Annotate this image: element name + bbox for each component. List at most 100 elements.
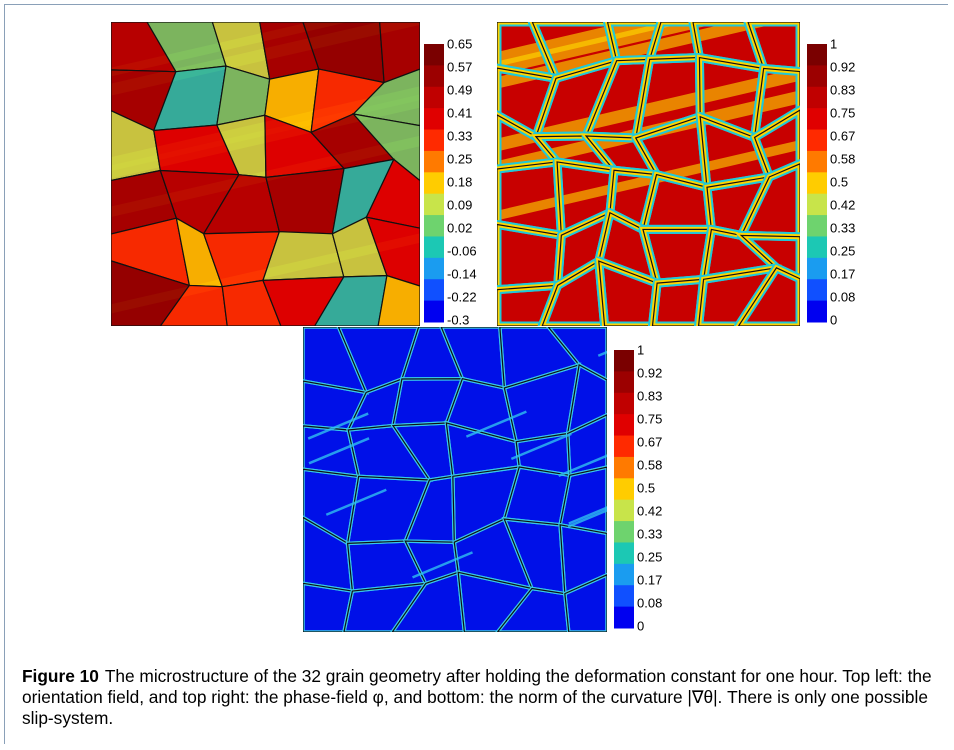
field-image — [303, 327, 607, 632]
curvature-streak — [510, 432, 572, 461]
colorbar-band — [424, 44, 444, 66]
colorbar-tick-label: 0.92 — [637, 365, 662, 380]
grain — [262, 276, 345, 326]
colorbar-tick-label: 1 — [830, 36, 837, 51]
colorbar-tick-label: 0.18 — [447, 174, 472, 189]
field-background — [303, 327, 607, 632]
grain — [313, 274, 388, 326]
colorbar-band — [614, 456, 634, 479]
grain — [740, 163, 800, 238]
colorbar-band — [807, 86, 827, 109]
grain — [221, 279, 282, 326]
colorbar-band — [424, 108, 444, 131]
colorbar-band — [614, 563, 634, 586]
colorbar-tick-label: 0.41 — [447, 105, 472, 120]
colorbar-tick-label: 0.49 — [447, 82, 472, 97]
colorbar-band — [614, 606, 634, 629]
colorbar-tick-label: -0.06 — [447, 243, 477, 258]
colorbar-tick-label: -0.14 — [447, 266, 477, 281]
grain — [566, 363, 607, 435]
grain — [567, 414, 607, 477]
colorbar-tick-label: 0.5 — [637, 480, 655, 495]
colorbar-band — [807, 257, 827, 280]
field-content — [497, 22, 800, 326]
grain — [497, 284, 559, 326]
field-image — [497, 22, 800, 326]
grain — [547, 327, 607, 381]
grain — [564, 574, 607, 632]
colorbar-band — [424, 257, 444, 280]
grain — [365, 158, 420, 229]
colorbar-tick-label: 0.67 — [637, 434, 662, 449]
curvature-streak — [568, 506, 607, 525]
grain — [457, 571, 533, 632]
grain — [747, 22, 800, 73]
colorbar-band — [424, 279, 444, 302]
field-content — [303, 327, 607, 632]
colorbar-tick-label: 0.58 — [830, 151, 855, 166]
curvature-streak — [325, 488, 387, 516]
curvature-streak — [307, 412, 369, 440]
colorbar-band — [807, 44, 827, 66]
colorbar-tick-label: 0.67 — [830, 128, 855, 143]
field-image — [111, 22, 420, 326]
colorbar-tick-label: 0.42 — [830, 197, 855, 212]
colorbar-tick-label: 0.33 — [830, 220, 855, 235]
colorbar-band — [807, 150, 827, 173]
colorbar-band — [424, 150, 444, 173]
colorbar-tick-label: 0.75 — [637, 411, 662, 426]
colorbar-tick-label: 0 — [830, 312, 837, 327]
caption: Figure 10 The microstructure of the 32 gr… — [22, 666, 937, 729]
colorbar-tick-label: 0.25 — [447, 151, 472, 166]
colorbar-band — [807, 236, 827, 259]
colorbar-band — [614, 392, 634, 415]
colorbar-tick-label: 0.92 — [830, 59, 855, 74]
colorbar-tick-label: 0.57 — [447, 59, 472, 74]
grain — [753, 67, 800, 139]
colorbar-tick-label: 0.33 — [637, 526, 662, 541]
figure: 0.65 0.57 0.49 0.41 0.33 0.25 0.18 0.09 0.02 -0.0… — [111, 22, 855, 633]
colorbar-band — [807, 108, 827, 131]
grain — [352, 68, 420, 127]
curvature-streak — [567, 509, 607, 528]
colorbar-tick-label: 0 — [637, 618, 644, 633]
curvature-streak — [308, 437, 370, 465]
colorbar-band — [807, 65, 827, 88]
colorbar-band — [424, 172, 444, 195]
grain — [598, 260, 658, 326]
colorbar-band — [614, 435, 634, 458]
grain — [379, 22, 420, 84]
grain — [559, 466, 607, 535]
grain — [111, 260, 191, 326]
colorbar-tick-label: 0.33 — [447, 128, 472, 143]
colorbar-tick-label: 0.75 — [830, 105, 855, 120]
grain — [737, 267, 800, 326]
colorbar-tick-label: 0.58 — [637, 457, 662, 472]
colorbar-tick-label: 0.83 — [637, 388, 662, 403]
grain — [697, 266, 778, 326]
grain — [559, 524, 607, 595]
colorbar-band — [614, 414, 634, 437]
colorbar-band — [807, 193, 827, 216]
colorbar-band — [424, 193, 444, 216]
colorbar-tick-label: 0.17 — [637, 572, 662, 587]
colorbar-band — [424, 129, 444, 152]
grain — [265, 167, 345, 235]
grain — [496, 587, 570, 632]
colorbar-band — [424, 215, 444, 237]
grain — [159, 284, 228, 326]
colorbar-band — [807, 279, 827, 302]
grain — [303, 582, 354, 632]
colorbar-tick-label: 0.17 — [830, 266, 855, 281]
figure-frame — [4, 4, 948, 744]
colorbar-tick-label: 0.08 — [637, 595, 662, 610]
caption-text: The microstructure of the 32 grain geome… — [22, 666, 932, 728]
colorbar-band — [424, 300, 444, 323]
colorbar-band — [807, 300, 827, 323]
grain — [739, 234, 800, 280]
colorbar-band — [807, 129, 827, 152]
colorbar-band — [614, 350, 634, 372]
grain — [343, 582, 427, 632]
colorbar-band — [614, 585, 634, 608]
